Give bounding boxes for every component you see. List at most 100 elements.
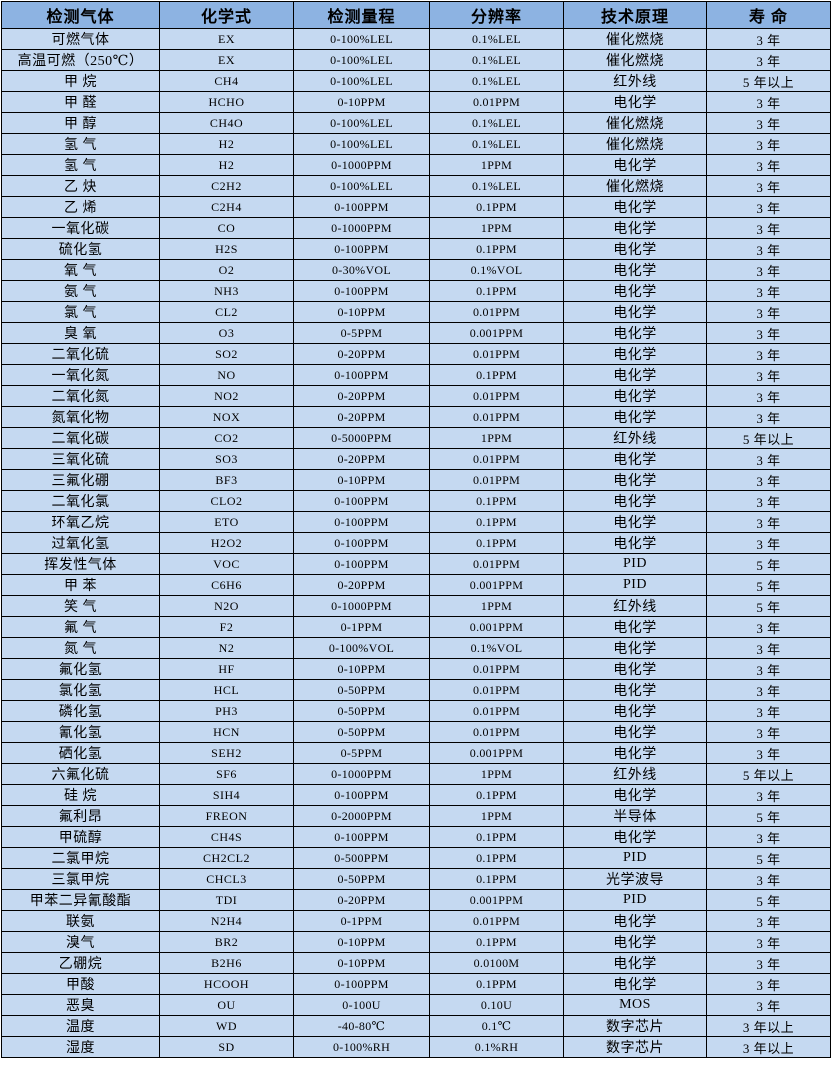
table-row: 二氯甲烷 CH2CL2 0-500PPM 0.1PPM PID 5 年 [1, 847, 831, 869]
cell-life: 3 年 [706, 826, 831, 848]
cell-range: 0-100PPM [293, 280, 430, 302]
cell-gas: 温度 [1, 1015, 160, 1037]
cell-res: 0.01PPM [429, 406, 564, 428]
cell-formula: N2H4 [159, 910, 294, 932]
column-header-technology: 技术原理 [563, 1, 707, 29]
table-row: 一氧化碳 CO 0-1000PPM 1PPM 电化学 3 年 [1, 217, 831, 239]
cell-tech: 电化学 [563, 259, 707, 281]
table-row: 氢 气 H2 0-1000PPM 1PPM 电化学 3 年 [1, 154, 831, 176]
cell-range: 0-1PPM [293, 616, 430, 638]
cell-formula: WD [159, 1015, 294, 1037]
cell-res: 0.1%LEL [429, 133, 564, 155]
cell-tech: 电化学 [563, 742, 707, 764]
table-row: 三氟化硼 BF3 0-10PPM 0.01PPM 电化学 3 年 [1, 469, 831, 491]
cell-tech: 电化学 [563, 931, 707, 953]
cell-range: 0-100%LEL [293, 70, 430, 92]
cell-res: 0.1%RH [429, 1036, 564, 1058]
column-header-range: 检测量程 [293, 1, 430, 29]
cell-formula: SEH2 [159, 742, 294, 764]
cell-range: 0-20PPM [293, 448, 430, 470]
cell-res: 0.1PPM [429, 364, 564, 386]
cell-tech: 电化学 [563, 490, 707, 512]
cell-gas: 乙 烯 [1, 196, 160, 218]
table-row: 甲 醛 HCHO 0-10PPM 0.01PPM 电化学 3 年 [1, 91, 831, 113]
table-row: 高温可燃（250℃） EX 0-100%LEL 0.1%LEL 催化燃烧 3 年 [1, 49, 831, 71]
cell-life: 3 年 [706, 364, 831, 386]
cell-formula: CH2CL2 [159, 847, 294, 869]
cell-gas: 氰化氢 [1, 721, 160, 743]
table-header-row: 检测气体 化学式 检测量程 分辨率 技术原理 寿 命 [1, 1, 831, 29]
cell-res: 1PPM [429, 154, 564, 176]
table-row: 乙 炔 C2H2 0-100%LEL 0.1%LEL 催化燃烧 3 年 [1, 175, 831, 197]
cell-life: 3 年 [706, 49, 831, 71]
cell-life: 3 年 [706, 406, 831, 428]
cell-res: 0.1PPM [429, 511, 564, 533]
cell-res: 0.001PPM [429, 322, 564, 344]
cell-gas: 三氧化硫 [1, 448, 160, 470]
cell-life: 3 年 [706, 973, 831, 995]
table-row: 乙硼烷 B2H6 0-10PPM 0.0100M 电化学 3 年 [1, 952, 831, 974]
cell-gas: 乙硼烷 [1, 952, 160, 974]
cell-gas: 环氧乙烷 [1, 511, 160, 533]
cell-gas: 二氧化氯 [1, 490, 160, 512]
cell-gas: 高温可燃（250℃） [1, 49, 160, 71]
cell-formula: HCOOH [159, 973, 294, 995]
cell-gas: 一氧化氮 [1, 364, 160, 386]
cell-life: 5 年 [706, 595, 831, 617]
cell-gas: 乙 炔 [1, 175, 160, 197]
cell-tech: 电化学 [563, 196, 707, 218]
cell-tech: 红外线 [563, 763, 707, 785]
cell-res: 0.01PPM [429, 301, 564, 323]
table-row: 氯 气 CL2 0-10PPM 0.01PPM 电化学 3 年 [1, 301, 831, 323]
cell-life: 3 年 [706, 343, 831, 365]
cell-range: 0-20PPM [293, 385, 430, 407]
cell-gas: 可燃气体 [1, 28, 160, 50]
cell-formula: CHCL3 [159, 868, 294, 890]
cell-tech: 电化学 [563, 511, 707, 533]
cell-tech: 催化燃烧 [563, 49, 707, 71]
cell-tech: 数字芯片 [563, 1015, 707, 1037]
cell-gas: 甲酸 [1, 973, 160, 995]
cell-gas: 二氧化硫 [1, 343, 160, 365]
cell-life: 5 年 [706, 805, 831, 827]
cell-res: 0.001PPM [429, 889, 564, 911]
table-row: 环氧乙烷 ETO 0-100PPM 0.1PPM 电化学 3 年 [1, 511, 831, 533]
table-row: 硫化氢 H2S 0-100PPM 0.1PPM 电化学 3 年 [1, 238, 831, 260]
cell-res: 0.01PPM [429, 910, 564, 932]
cell-life: 3 年 [706, 196, 831, 218]
cell-gas: 过氧化氢 [1, 532, 160, 554]
cell-gas: 硫化氢 [1, 238, 160, 260]
table-row: 氮 气 N2 0-100%VOL 0.1%VOL 电化学 3 年 [1, 637, 831, 659]
cell-life: 3 年 [706, 280, 831, 302]
cell-gas: 二氧化碳 [1, 427, 160, 449]
cell-life: 3 年以上 [706, 1015, 831, 1037]
table-row: 二氧化氯 CLO2 0-100PPM 0.1PPM 电化学 3 年 [1, 490, 831, 512]
table-row: 甲 烷 CH4 0-100%LEL 0.1%LEL 红外线 5 年以上 [1, 70, 831, 92]
cell-gas: 氟利昂 [1, 805, 160, 827]
cell-tech: 电化学 [563, 973, 707, 995]
cell-formula: HCN [159, 721, 294, 743]
table-row: 氯化氢 HCL 0-50PPM 0.01PPM 电化学 3 年 [1, 679, 831, 701]
cell-life: 3 年 [706, 238, 831, 260]
cell-life: 3 年 [706, 175, 831, 197]
table-row: 氰化氢 HCN 0-50PPM 0.01PPM 电化学 3 年 [1, 721, 831, 743]
cell-gas: 挥发性气体 [1, 553, 160, 575]
column-header-gas: 检测气体 [1, 1, 160, 29]
cell-formula: O2 [159, 259, 294, 281]
table-row: 联氨 N2H4 0-1PPM 0.01PPM 电化学 3 年 [1, 910, 831, 932]
cell-range: 0-5PPM [293, 742, 430, 764]
column-header-resolution: 分辨率 [429, 1, 564, 29]
table-row: 六氟化硫 SF6 0-1000PPM 1PPM 红外线 5 年以上 [1, 763, 831, 785]
cell-range: 0-10PPM [293, 931, 430, 953]
table-header: 检测气体 化学式 检测量程 分辨率 技术原理 寿 命 [1, 1, 831, 29]
cell-range: 0-30%VOL [293, 259, 430, 281]
cell-formula: VOC [159, 553, 294, 575]
cell-range: 0-1000PPM [293, 595, 430, 617]
cell-formula: H2S [159, 238, 294, 260]
cell-gas: 硒化氢 [1, 742, 160, 764]
cell-tech: 光学波导 [563, 868, 707, 890]
cell-formula: C2H4 [159, 196, 294, 218]
cell-life: 5 年 [706, 889, 831, 911]
cell-life: 3 年 [706, 469, 831, 491]
cell-life: 5 年以上 [706, 763, 831, 785]
